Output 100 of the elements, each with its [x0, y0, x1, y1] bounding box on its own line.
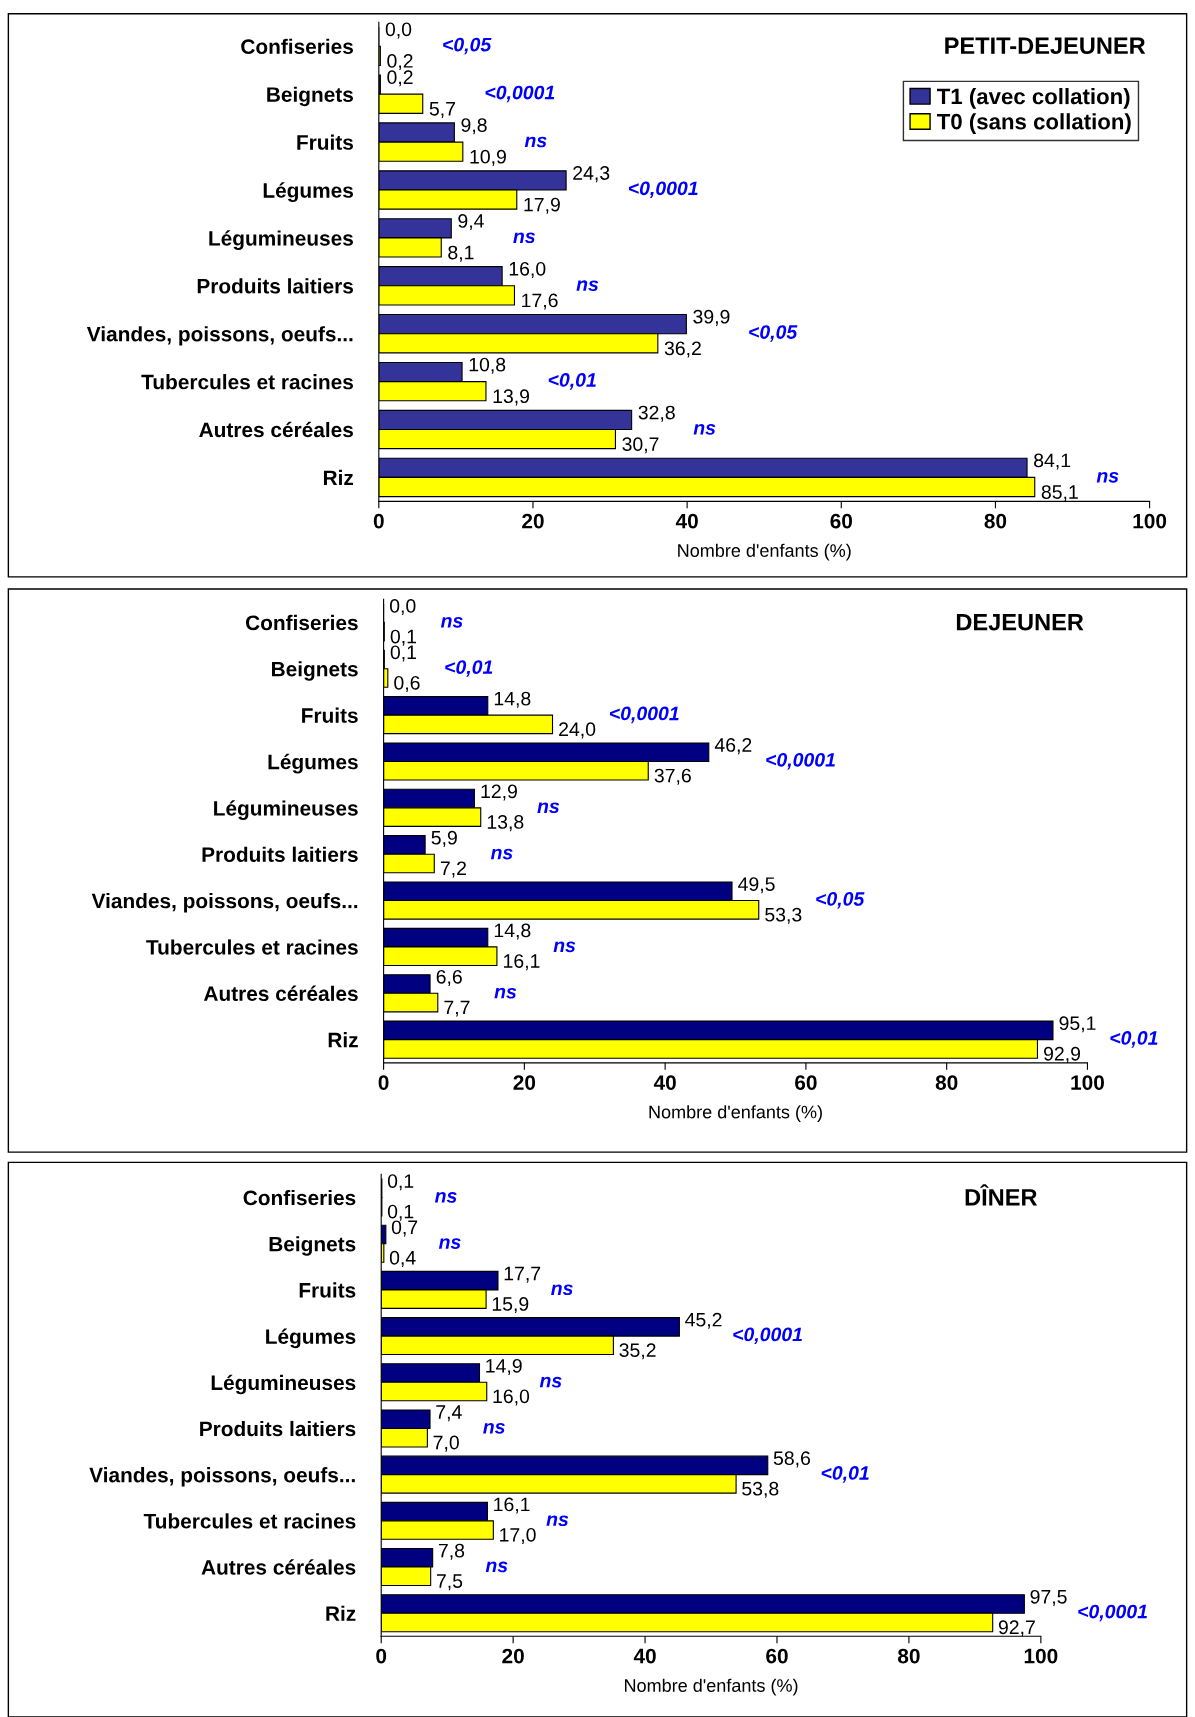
annotation: ns — [576, 280, 599, 292]
annotation: ns — [539, 1376, 562, 1388]
data-label: 10,8 — [469, 357, 506, 374]
annotation: ns — [485, 1561, 508, 1573]
data-label: 92,9 — [1044, 1046, 1081, 1063]
data-label: 97,5 — [1030, 1589, 1067, 1606]
data-label: 7,8 — [438, 1543, 465, 1560]
annotation: ns — [1096, 471, 1119, 483]
annotation: <0,01 — [548, 373, 596, 390]
data-label: 16,0 — [493, 1389, 530, 1406]
annotation: ns — [490, 848, 513, 860]
data-label: 13,9 — [493, 389, 530, 406]
y-tick-label: Légumes — [268, 753, 358, 774]
y-tick-label: Confiseries — [245, 614, 358, 631]
x-tick-label: 60 — [830, 513, 853, 529]
x-tick-label: 0 — [373, 513, 384, 529]
annotation: <0,01 — [445, 660, 493, 677]
annotation: ns — [438, 1238, 461, 1249]
annotation: <0,05 — [816, 892, 865, 909]
data-label: 17,7 — [504, 1266, 541, 1283]
data-label: 49,5 — [738, 877, 775, 894]
data-label: 7,2 — [440, 861, 466, 878]
annotation: ns — [546, 1515, 569, 1527]
y-tick-label: Autres céréales — [199, 421, 353, 438]
y-tick-label: Confiseries — [241, 38, 353, 55]
y-tick-label: Autres céréales — [203, 985, 358, 1002]
y-tick-label: Riz — [323, 469, 354, 485]
annotation: ns — [553, 941, 576, 953]
data-label: 0,6 — [394, 675, 420, 693]
x-tick-label: 20 — [502, 1648, 524, 1664]
data-label: 35,2 — [619, 1343, 656, 1360]
data-label: 53,8 — [742, 1481, 779, 1498]
data-label: 46,2 — [714, 738, 752, 755]
data-label: 14,8 — [494, 691, 531, 708]
x-tick-label: 20 — [513, 1075, 536, 1090]
x-tick-label: 40 — [675, 513, 698, 529]
annotation: ns — [551, 1284, 573, 1296]
y-tick-label: Fruits — [302, 707, 358, 723]
annotation: <0,05 — [443, 37, 492, 55]
x-tick-label: 20 — [522, 513, 544, 529]
y-tick-label: Produits laitiers — [202, 846, 358, 862]
x-tick-label: 100 — [1133, 513, 1167, 529]
x-tick-label: 80 — [897, 1648, 920, 1664]
chart-title: PETIT-DEJEUNER — [945, 37, 1146, 55]
annotation: <0,0001 — [766, 752, 835, 770]
legend-label: T0 (sans collation) — [936, 113, 1131, 134]
y-tick-label: Légumes — [263, 182, 353, 203]
annotation: <0,01 — [821, 1466, 869, 1483]
data-label: 6,6 — [436, 969, 462, 986]
annotation: ns — [494, 987, 517, 999]
y-tick-label: Riz — [328, 1032, 358, 1048]
data-label: 0,0 — [389, 599, 416, 616]
data-label: 16,1 — [504, 954, 540, 971]
data-label: 5,7 — [429, 102, 455, 118]
annotation: ns — [524, 136, 547, 148]
data-label: 32,8 — [638, 405, 675, 422]
annotation: <0,0001 — [610, 706, 679, 724]
data-label: 39,9 — [693, 309, 730, 326]
x-axis-title: Nombre d'enfants (%) — [649, 1105, 822, 1122]
data-label: 92,7 — [998, 1620, 1035, 1637]
y-tick-label: Produits laitiers — [200, 1420, 356, 1437]
y-tick-label: Légumineuses — [209, 230, 353, 250]
y-tick-label: Viandes, poissons, oeufs... — [91, 893, 358, 913]
data-label: 14,9 — [486, 1358, 522, 1376]
y-tick-label: Autres céréales — [201, 1559, 356, 1575]
x-tick-label: 60 — [766, 1648, 788, 1664]
y-tick-label: Produits laitiers — [197, 278, 353, 294]
annotation: ns — [434, 1192, 457, 1203]
data-label: 0,1 — [390, 629, 417, 646]
annotation: <0,05 — [749, 325, 798, 342]
y-tick-label: Confiseries — [243, 1189, 356, 1206]
annotation: <0,0001 — [733, 1327, 802, 1345]
data-label: 12,9 — [481, 784, 517, 801]
y-tick-label: Tubercules et racines — [141, 374, 353, 390]
x-tick-label: 80 — [935, 1075, 958, 1090]
data-label: 95,1 — [1059, 1016, 1096, 1033]
data-label: 10,9 — [470, 149, 506, 166]
annotation: ns — [483, 1423, 505, 1434]
data-label: 17,0 — [500, 1527, 536, 1545]
data-label: 7,7 — [444, 1000, 470, 1017]
y-tick-label: Légumineuses — [211, 1374, 356, 1395]
data-label: 9,8 — [461, 118, 487, 135]
data-label: 14,8 — [494, 923, 531, 940]
y-tick-label: Beignets — [269, 1236, 356, 1256]
data-label: 8,1 — [448, 245, 474, 262]
x-tick-label: 100 — [1024, 1648, 1058, 1664]
y-tick-label: Fruits — [297, 134, 353, 150]
chart-title: DÎNER — [965, 1184, 1038, 1206]
data-label: 84,1 — [1034, 453, 1071, 470]
y-tick-label: Tubercules et racines — [143, 1513, 356, 1529]
data-label: 0,1 — [387, 1204, 414, 1221]
data-label: 30,7 — [622, 437, 659, 454]
data-label: 13,8 — [487, 815, 524, 832]
x-axis-title: Nombre d'enfants (%) — [678, 543, 851, 561]
annotation: ns — [440, 616, 463, 628]
data-label: 17,6 — [522, 293, 558, 310]
data-label: 45,2 — [685, 1312, 722, 1329]
data-label: 5,9 — [431, 830, 457, 847]
data-label: 15,9 — [492, 1297, 529, 1314]
data-label: 85,1 — [1041, 485, 1078, 502]
